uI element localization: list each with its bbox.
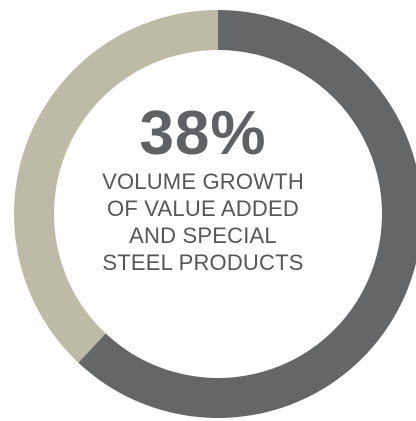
donut-slice-2 [78,10,416,418]
donut-center-label: 38% VOLUME GROWTH OF VALUE ADDED AND SPE… [58,100,348,276]
growth-percentage: 38% [139,99,267,168]
caption-line-4: STEEL PRODUCTS [102,250,304,275]
donut-slice-1 [13,10,219,363]
caption-line-1: VOLUME GROWTH [102,169,304,194]
caption-line-3: AND SPECIAL [129,223,277,248]
caption-line-2: OF VALUE ADDED [107,196,299,221]
